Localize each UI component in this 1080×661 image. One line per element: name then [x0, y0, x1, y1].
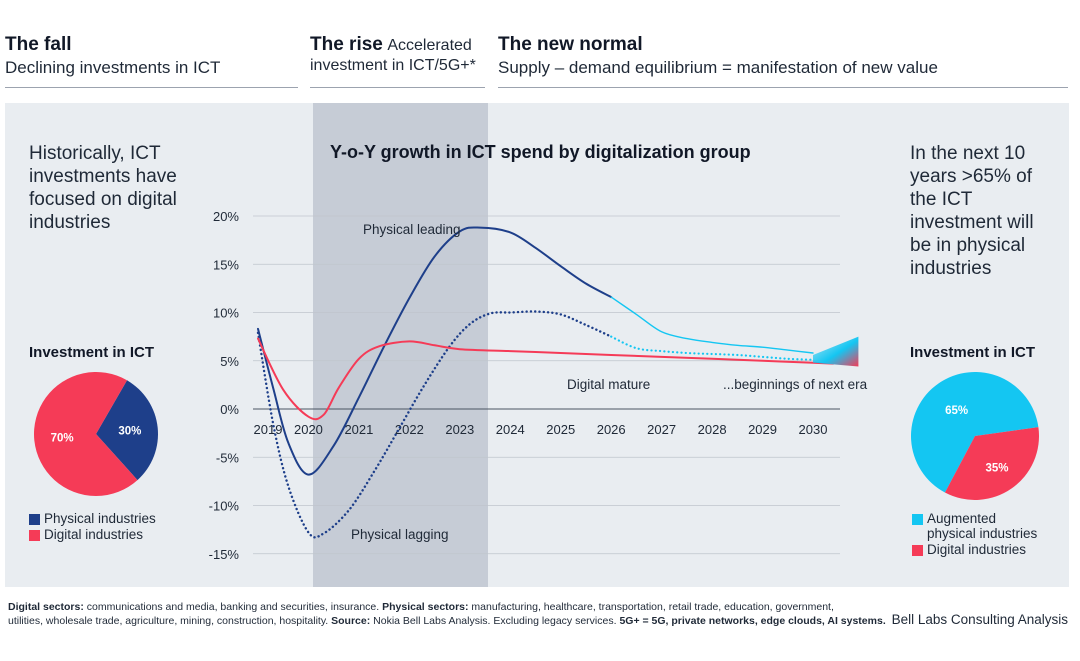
right-pie-legend: Augmented physical industries Digital in… — [912, 511, 1062, 557]
chart-title: Y-o-Y growth in ICT spend by digitalizat… — [330, 142, 751, 162]
x-tick-label: 2023 — [445, 422, 474, 437]
header-new-normal-rule — [498, 87, 1068, 88]
x-tick-label: 2019 — [254, 422, 283, 437]
series-physical-lagging-future — [610, 335, 815, 361]
annotation-physical-leading: Physical leading — [363, 222, 461, 237]
footer-5g-text: 5G+ = 5G, private networks, edge clouds,… — [619, 615, 886, 627]
y-tick-label: 10% — [213, 306, 239, 321]
pie-slice-augmented-physical-industries — [911, 372, 1039, 493]
annotation-digital-mature: Digital mature — [567, 377, 650, 392]
annotation-physical-lagging: Physical lagging — [351, 527, 449, 542]
next-era-highlight — [813, 336, 859, 367]
x-tick-label: 2029 — [748, 422, 777, 437]
x-tick-label: 2030 — [799, 422, 828, 437]
footer-line-1: Digital sectors: communications and medi… — [8, 600, 888, 614]
x-tick-label: 2026 — [597, 422, 626, 437]
footer-physical-label: Physical sectors: — [382, 601, 469, 613]
footer-notes: Digital sectors: communications and medi… — [8, 600, 888, 628]
annotation-next-era: ...beginnings of next era — [723, 377, 868, 392]
footer-line-2: utilities, wholesale trade, agriculture,… — [8, 614, 888, 628]
header-fall-rule — [5, 87, 298, 88]
legend-swatch — [29, 514, 40, 525]
header-new-normal-subtitle: Supply – demand equilibrium = manifestat… — [498, 58, 938, 77]
legend-digital-industries: Digital industries — [29, 527, 199, 542]
y-tick-label: 0% — [220, 402, 239, 417]
right-pie-chart: 65% 35% — [911, 372, 1039, 500]
header-rise-subtitle-1: Accelerated — [387, 37, 472, 54]
footer-credit: Bell Labs Consulting Analysis — [891, 612, 1068, 627]
header-fall-title: The fall — [5, 34, 72, 55]
footer-physical-text: manufacturing, healthcare, transportatio… — [468, 601, 834, 613]
left-pie-chart: 30% 70% — [34, 372, 158, 496]
content-panel — [5, 103, 1069, 587]
header-rise-title: The rise — [310, 34, 383, 55]
series-physical-leading-future — [610, 296, 814, 354]
legend-label: Augmented physical industries — [927, 511, 1038, 541]
pie-slice-label: 70% — [51, 433, 74, 445]
header-new-normal-title: The new normal — [498, 34, 643, 55]
legend-augmented-physical: Augmented physical industries — [912, 511, 1062, 541]
y-tick-label: -10% — [209, 499, 240, 514]
legend-physical-industries: Physical industries — [29, 511, 199, 526]
legend-digital-industries-right: Digital industries — [912, 542, 1062, 557]
y-tick-label: -15% — [209, 547, 240, 562]
y-tick-label: 15% — [213, 257, 239, 272]
y-tick-label: 5% — [220, 354, 239, 369]
header-rise-subtitle-2: investment in ICT/5G+* — [310, 57, 476, 74]
left-pie-legend: Physical industries Digital industries — [29, 511, 199, 542]
legend-label: Digital industries — [927, 542, 1027, 557]
legend-swatch — [912, 545, 923, 556]
left-panel-text: Historically, ICT investments have focus… — [29, 143, 177, 233]
pie-slice-digital-industries — [34, 372, 138, 496]
footer-digital-label: Digital sectors: — [8, 601, 84, 613]
right-panel-text: In the next 10 years >65% of the ICT inv… — [910, 143, 1034, 279]
header-rise: The rise Accelerated investment in ICT/5… — [310, 34, 488, 75]
x-tick-label: 2028 — [698, 422, 727, 437]
y-tick-label: -5% — [216, 450, 240, 465]
header-fall: The fall Declining investments in ICT — [5, 34, 298, 78]
left-pie-title: Investment in ICT — [29, 344, 155, 361]
footer-source-text: Nokia Bell Labs Analysis. Excluding lega… — [370, 615, 620, 627]
legend-label: Physical industries — [44, 511, 156, 526]
x-tick-label: 2021 — [344, 422, 373, 437]
series-digital-mature — [257, 337, 835, 421]
series-physical-leading — [257, 226, 613, 476]
y-tick-label: 20% — [213, 209, 239, 224]
header-rise-rule — [310, 87, 485, 88]
pie-slice-label: 35% — [986, 462, 1009, 474]
pie-slice-label: 30% — [118, 425, 141, 437]
x-tick-label: 2022 — [395, 422, 424, 437]
legend-swatch — [29, 530, 40, 541]
x-tick-label: 2027 — [647, 422, 676, 437]
x-tick-label: 2025 — [546, 422, 575, 437]
header-fall-subtitle: Declining investments in ICT — [5, 58, 221, 77]
line-chart: 20% 15% 10% 5% 0% -5% -10% -15% 2019 2020 2021 2022… — [209, 209, 868, 562]
right-pie-title: Investment in ICT — [910, 344, 1036, 361]
legend-swatch — [912, 514, 923, 525]
footer-digital-text: communications and media, banking and se… — [83, 601, 383, 613]
x-tick-label: 2024 — [496, 422, 525, 437]
x-tick-label: 2020 — [294, 422, 323, 437]
series-physical-lagging — [256, 310, 613, 539]
pie-slice-digital-industries — [944, 427, 1039, 500]
pie-slice-physical-industries — [96, 380, 158, 481]
legend-label: Digital industries — [44, 527, 144, 542]
footer-line2-text: utilities, wholesale trade, agriculture,… — [8, 615, 332, 627]
header-new-normal: The new normal Supply – demand equilibri… — [498, 34, 1068, 78]
rise-shaded-band — [313, 103, 488, 587]
footer-source-label: Source: — [331, 615, 371, 627]
pie-slice-label: 65% — [945, 405, 968, 417]
